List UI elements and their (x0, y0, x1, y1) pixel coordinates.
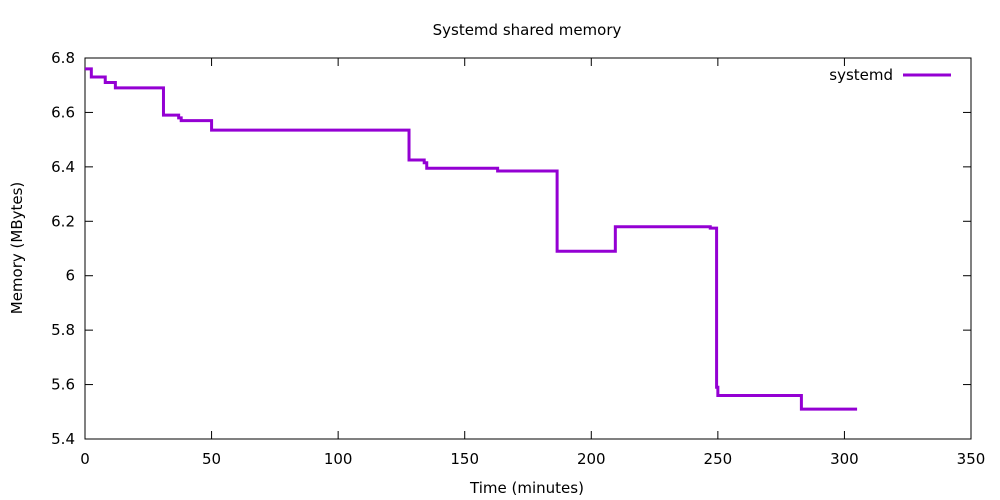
x-tick-label: 150 (450, 450, 479, 468)
axis-ticks: 0 50 100 150 200 250 300 350 5.4 5.6 5.8 6 6.2 6.4 6.6… (51, 49, 985, 468)
series-line-systemd (85, 67, 858, 411)
y-tick-label: 6.2 (51, 212, 75, 230)
y-tick-label: 5.8 (51, 321, 75, 339)
x-tick-label: 300 (830, 450, 859, 468)
y-tick-label: 5.6 (51, 376, 75, 394)
x-tick-label: 250 (704, 450, 733, 468)
y-tick-label: 6.4 (51, 158, 75, 176)
chart-title: Systemd shared memory (433, 21, 622, 39)
legend: systemd (829, 66, 951, 84)
x-tick-label: 50 (202, 450, 221, 468)
x-axis-label: Time (minutes) (469, 479, 584, 497)
legend-label-systemd: systemd (829, 66, 893, 84)
y-tick-label: 6.8 (51, 49, 75, 67)
y-tick-label: 5.4 (51, 430, 75, 448)
y-axis-label: Memory (MBytes) (8, 182, 26, 315)
x-tick-label: 100 (324, 450, 353, 468)
series-layer (85, 67, 858, 411)
x-tick-label: 200 (577, 450, 606, 468)
x-tick-label: 350 (957, 450, 986, 468)
y-tick-label: 6.6 (51, 103, 75, 121)
x-tick-label: 0 (80, 450, 90, 468)
plot-frame (84, 57, 972, 440)
y-tick-label: 6 (65, 267, 75, 285)
